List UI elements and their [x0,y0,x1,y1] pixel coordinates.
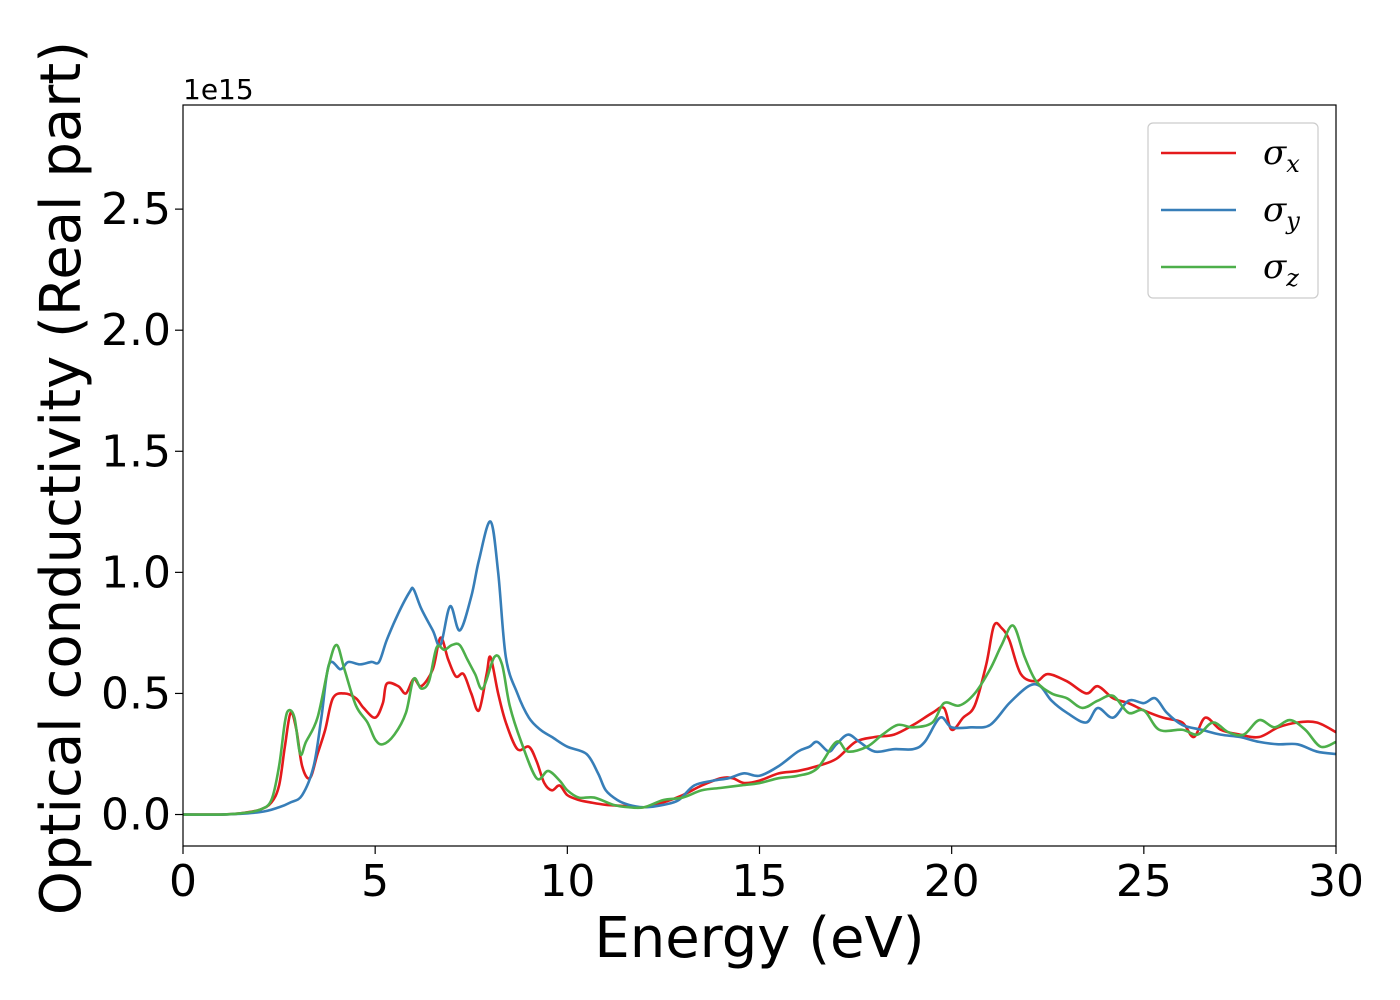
y-tick-label: 1.0 [101,547,171,598]
legend-symbol: σ [1263,133,1287,173]
x-tick-label: 30 [1308,856,1364,907]
x-tick-label: 10 [539,856,595,907]
y-tick-label: 1.5 [101,426,171,477]
series-line-y [183,520,1336,816]
x-tick-label: 20 [924,856,980,907]
legend-label-y: σy [1263,190,1300,235]
y-tick-label: 2.5 [101,184,171,235]
legend-label-x: σx [1263,133,1300,178]
legend-label-z: σz [1263,247,1299,292]
x-axis-title: Energy (eV) [594,906,924,971]
legend-subscript: y [1285,207,1300,235]
x-tick-label: 0 [169,856,197,907]
legend-symbol: σ [1263,190,1287,230]
x-axis: 0 5 10 15 20 25 30 [169,846,1364,907]
x-tick-label: 5 [361,856,389,907]
x-tick-label: 15 [732,856,788,907]
y-axis: 0.0 0.5 1.0 1.5 2.0 2.5 [101,184,183,841]
y-tick-label: 0.5 [101,668,171,719]
y-axis-title: Optical conductivity (Real part) [29,41,94,915]
y-tick-label: 0.0 [101,790,171,841]
series-line-z [183,624,1336,816]
legend-subscript: x [1286,150,1300,178]
y-offset-label: 1e15 [183,73,254,106]
legend-symbol: σ [1263,247,1287,287]
legend-subscript: z [1285,264,1299,292]
series-layer [183,520,1336,816]
y-tick-label: 2.0 [101,305,171,356]
x-tick-label: 25 [1116,856,1172,907]
